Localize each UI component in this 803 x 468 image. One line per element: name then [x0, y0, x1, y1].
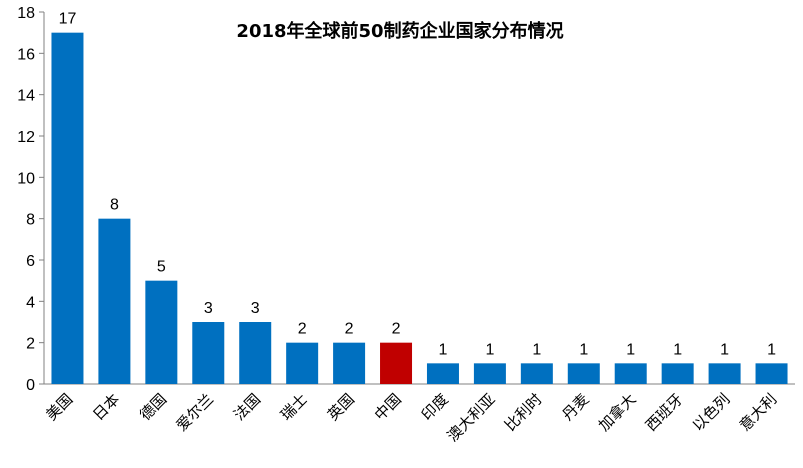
y-tick-label: 10	[17, 170, 35, 187]
x-tick-label: 爱尔兰	[173, 390, 218, 435]
x-tick-label: 以色列	[689, 390, 734, 435]
data-label: 1	[579, 341, 588, 358]
bar-5	[286, 342, 319, 384]
bar-3	[192, 322, 225, 384]
bar-6	[333, 342, 366, 384]
x-tick-label: 日本	[89, 390, 123, 424]
data-label: 3	[204, 300, 213, 317]
bar-4	[239, 322, 272, 384]
x-tick-label: 丹麦	[559, 390, 593, 424]
data-label: 2	[298, 321, 307, 338]
bar-0	[51, 32, 84, 385]
data-label: 2	[392, 321, 401, 338]
data-label: 1	[767, 341, 776, 358]
bar-9	[473, 363, 506, 384]
data-label: 1	[439, 341, 448, 358]
x-tick-label: 德国	[136, 390, 170, 424]
x-tick-label: 印度	[418, 390, 452, 424]
x-tick-label: 澳大利亚	[444, 390, 499, 445]
y-tick-label: 6	[26, 253, 35, 270]
data-label: 1	[673, 341, 682, 358]
data-label: 1	[720, 341, 729, 358]
bar-13	[661, 363, 694, 384]
x-tick-label: 瑞士	[277, 390, 311, 424]
y-axis: 0 2 4 6 8 10 12 14 16 18	[17, 5, 45, 394]
y-tick-label: 18	[17, 5, 35, 22]
y-tick-label: 0	[26, 377, 35, 394]
x-tick-label: 比利时	[501, 390, 546, 435]
bar-12	[614, 363, 647, 384]
data-label: 1	[626, 341, 635, 358]
bar-7	[380, 342, 413, 384]
data-label: 1	[485, 341, 494, 358]
data-label: 1	[532, 341, 541, 358]
y-tick-label: 4	[26, 294, 35, 311]
x-tick-label: 意大利	[736, 390, 781, 435]
bar-11	[567, 363, 600, 384]
x-tick-label: 英国	[324, 390, 358, 424]
bar-2	[145, 280, 178, 384]
data-label: 5	[157, 259, 166, 276]
x-tick-label: 美国	[42, 390, 76, 424]
bar-15	[755, 363, 788, 384]
x-tick-label: 加拿大	[595, 390, 640, 435]
bar-14	[708, 363, 741, 384]
chart-title: 2018年全球前50制药企业国家分布情况	[236, 20, 563, 42]
y-tick-label: 12	[17, 129, 35, 146]
x-tick-label: 法国	[230, 390, 264, 424]
y-tick-label: 14	[17, 88, 35, 105]
bar-1	[98, 218, 131, 384]
bar-10	[520, 363, 553, 384]
bar-8	[426, 363, 459, 384]
data-label: 8	[110, 197, 119, 214]
y-tick-label: 2	[26, 336, 35, 353]
x-tick-label: 中国	[371, 390, 405, 424]
data-labels: 17 8 5 3 3 2 2 2 1 1 1 1 1 1 1 1	[59, 11, 777, 359]
y-tick-label: 16	[17, 46, 35, 63]
data-label: 2	[345, 321, 354, 338]
y-tick-label: 8	[26, 212, 35, 229]
x-tick-label: 西班牙	[642, 390, 687, 435]
data-label: 3	[251, 300, 260, 317]
bar-series	[51, 32, 788, 385]
data-label: 17	[59, 11, 77, 28]
